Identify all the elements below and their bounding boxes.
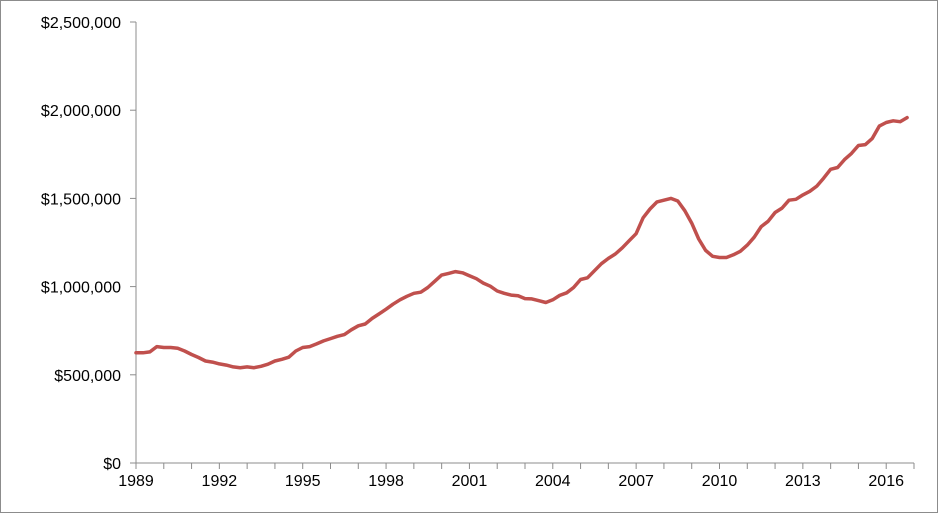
x-tick-label: 2004 xyxy=(535,473,571,490)
x-tick-label: 1989 xyxy=(118,473,154,490)
x-tick-label: 2001 xyxy=(452,473,488,490)
x-tick-label: 2016 xyxy=(868,473,904,490)
x-tick-label: 1992 xyxy=(202,473,238,490)
x-tick-label: 2007 xyxy=(618,473,654,490)
y-tick-label: $2,500,000 xyxy=(41,15,121,32)
x-tick-label: 2013 xyxy=(785,473,821,490)
x-tick-label: 1998 xyxy=(368,473,404,490)
y-tick-label: $2,000,000 xyxy=(41,103,121,120)
y-tick-label: $1,500,000 xyxy=(41,191,121,208)
y-tick-label: $0 xyxy=(103,456,121,473)
x-tick-label: 2010 xyxy=(702,473,738,490)
series-line xyxy=(134,115,909,370)
y-tick-label: $500,000 xyxy=(54,368,121,385)
x-tick-label: 1995 xyxy=(285,473,321,490)
y-tick-label: $1,000,000 xyxy=(41,280,121,297)
